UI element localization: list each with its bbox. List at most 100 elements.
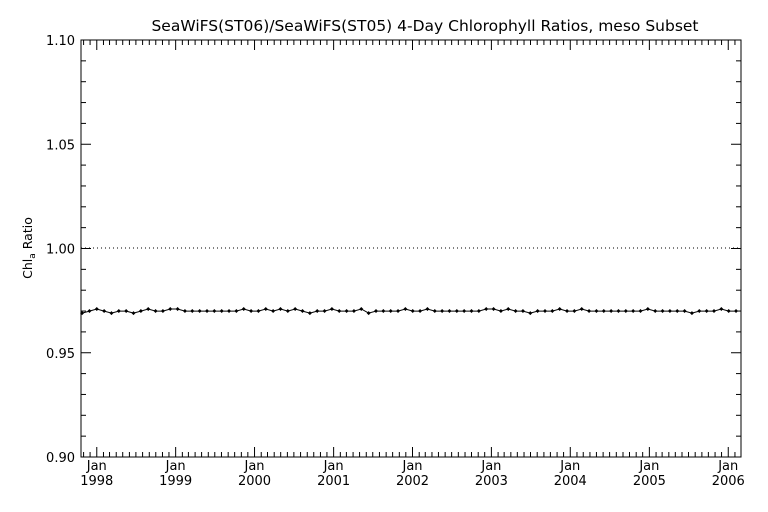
data-point (322, 309, 327, 314)
data-point (366, 311, 371, 316)
data-point (734, 309, 739, 314)
data-point (102, 309, 107, 314)
data-point (689, 311, 694, 316)
data-point (491, 306, 496, 311)
data-point (520, 309, 525, 314)
x-tick-label-month: Jan (165, 459, 186, 474)
data-point (271, 309, 276, 314)
data-point (454, 309, 459, 314)
y-axis-label-rest: Ratio (20, 217, 35, 253)
data-point (418, 309, 423, 314)
x-tick-label-month: Jan (86, 459, 107, 474)
x-axis-ticks: Jan1998Jan1999Jan2000Jan2001Jan2002Jan20… (80, 40, 745, 489)
data-point (212, 309, 217, 314)
data-point (697, 309, 702, 314)
data-point (645, 306, 650, 311)
data-point (719, 306, 724, 311)
data-point (307, 311, 312, 316)
data-point (153, 309, 158, 314)
data-point (609, 309, 614, 314)
x-tick-label-year: 2005 (633, 474, 666, 489)
data-point (506, 306, 511, 311)
x-tick-label-year: 1999 (159, 474, 192, 489)
data-point (403, 306, 408, 311)
x-tick-label-month: Jan (401, 459, 422, 474)
data-point (138, 309, 143, 314)
x-tick-label-month: Jan (244, 459, 265, 474)
data-point (432, 309, 437, 314)
data-point (469, 309, 474, 314)
data-point (373, 309, 378, 314)
data-point (234, 309, 239, 314)
y-axis-label-subscript: a (28, 253, 38, 259)
data-point (484, 306, 489, 311)
data-point (116, 309, 121, 314)
data-point (351, 309, 356, 314)
data-point (87, 309, 92, 314)
data-point (601, 309, 606, 314)
x-tick-label-year: 2003 (475, 474, 508, 489)
data-point (396, 309, 401, 314)
data-point (462, 309, 467, 314)
data-point (300, 309, 305, 314)
y-axis-ticks: 0.90 0.95 1.00 1.05 1.10 (46, 34, 741, 466)
x-tick-label-month: Jan (323, 459, 344, 474)
data-point (241, 306, 246, 311)
data-point (565, 309, 570, 314)
y-axis-label-main: Chl (20, 259, 35, 279)
data-point (557, 306, 562, 311)
y-tick-label: 1.00 (46, 243, 75, 258)
data-point (227, 309, 232, 314)
x-tick-label-year: 2002 (396, 474, 429, 489)
y-tick-label: 1.05 (46, 138, 75, 153)
data-point (381, 309, 386, 314)
data-point (579, 306, 584, 311)
data-point (131, 311, 136, 316)
data-point (278, 306, 283, 311)
data-point (425, 306, 430, 311)
data-point (704, 309, 709, 314)
data-point (249, 309, 254, 314)
data-point (653, 309, 658, 314)
y-tick-label: 0.90 (46, 451, 75, 466)
x-tick-label-month: Jan (559, 459, 580, 474)
x-tick-label-year: 2004 (554, 474, 587, 489)
data-point (359, 306, 364, 311)
data-point (616, 309, 621, 314)
data-point (498, 309, 503, 314)
data-point (682, 309, 687, 314)
x-tick-label-month: Jan (717, 459, 738, 474)
data-point (631, 309, 636, 314)
y-axis-label: Chla Ratio (20, 217, 38, 279)
x-tick-label-year: 2001 (317, 474, 350, 489)
data-series (80, 306, 739, 316)
data-point (168, 306, 173, 311)
data-point (513, 309, 518, 314)
data-point (675, 309, 680, 314)
y-tick-label: 1.10 (46, 34, 75, 49)
x-tick-label-year: 1998 (80, 474, 113, 489)
data-point (344, 309, 349, 314)
data-point (285, 309, 290, 314)
data-point (550, 309, 555, 314)
chart-title: SeaWiFS(ST06)/SeaWiFS(ST05) 4-Day Chloro… (151, 17, 698, 35)
x-tick-label-month: Jan (638, 459, 659, 474)
data-point (329, 306, 334, 311)
data-point (660, 309, 665, 314)
data-point (447, 309, 452, 314)
plot-area-frame (80, 39, 742, 458)
data-point (146, 306, 151, 311)
data-point (109, 311, 114, 316)
y-tick-label: 0.95 (46, 347, 75, 362)
data-point (542, 309, 547, 314)
data-point (160, 309, 165, 314)
data-point (124, 309, 129, 314)
data-point (197, 309, 202, 314)
data-point (256, 309, 261, 314)
data-point (337, 309, 342, 314)
data-point (572, 309, 577, 314)
x-tick-label-year: 2000 (238, 474, 271, 489)
series-line (81, 308, 736, 314)
data-point (204, 309, 209, 314)
data-point (440, 309, 445, 314)
